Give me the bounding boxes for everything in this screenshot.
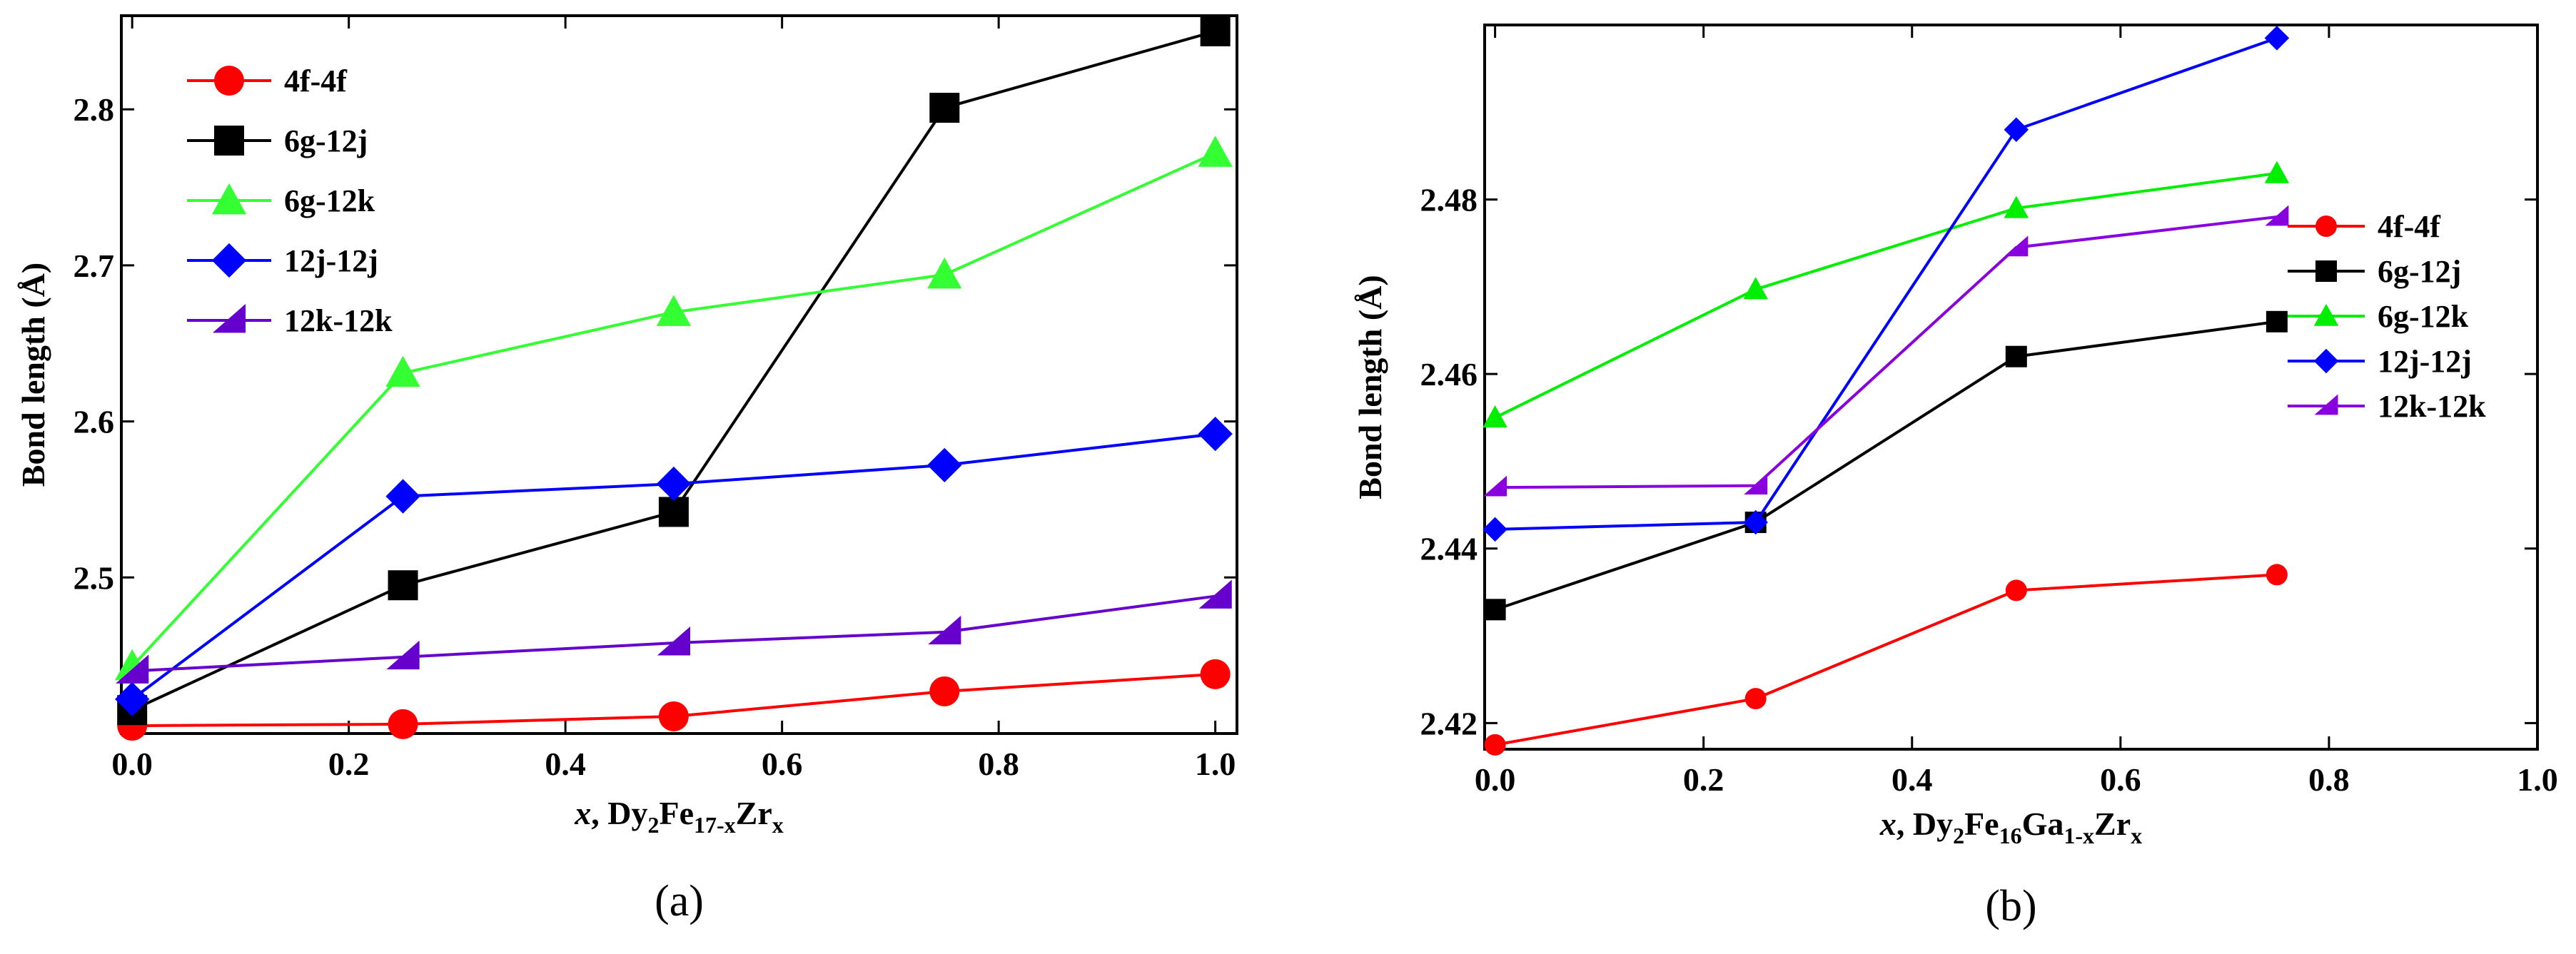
chart-a-xtick-label: 0.4	[545, 746, 586, 782]
chart-b-series-6g-12k-point	[1743, 277, 1768, 300]
chart-b-ytick-label: 2.44	[1420, 531, 1478, 567]
chart-a-legend-6g-12k-label: 6g-12k	[284, 183, 375, 218]
chart-b-series-4f-4f-point	[1484, 734, 1506, 756]
chart-b-series-6g-12k-line	[1494, 171, 2278, 420]
chart-b-series-6g-12k-point	[2004, 196, 2029, 218]
chart-a-series-12k-12k-point	[657, 626, 691, 656]
chart-a-legend-4f-4f-label: 4f-4f	[284, 64, 348, 98]
chart-b-legend-12j-12j-label: 12j-12j	[2378, 344, 2472, 379]
chart-b-series-6g-12j-point	[1484, 599, 1506, 621]
chart-b-ytick-label: 2.48	[1420, 182, 1478, 218]
chart-b-series-12j-12j-line	[1495, 36, 2278, 531]
chart-a-xlabel: x, Dy2Fe17-xZrx	[574, 795, 784, 838]
chart-a-series-12j-12j-point	[1198, 416, 1233, 452]
chart-b-panel-label: (b)	[1985, 882, 2036, 930]
chart-b-series-12j-12j-point	[1483, 517, 1507, 542]
chart-a-xtick-label: 0.0	[111, 746, 153, 782]
chart-a-series-4f-4f-point	[388, 709, 418, 739]
chart-a-series-12k-12k-point	[116, 654, 149, 684]
chart-b-series-6g-12k-point	[2264, 161, 2290, 183]
chart-a-legend-6g-12j-marker	[214, 126, 244, 156]
chart-b-xtick-label: 0.0	[1475, 761, 1516, 798]
chart-a-legend-12j-12j-label: 12j-12j	[284, 243, 378, 278]
chart-b-xtick-label: 1.0	[2517, 761, 2558, 798]
chart-a-series-6g-12k-point	[656, 295, 692, 326]
chart-a-ytick-label: 2.7	[74, 248, 115, 284]
chart-b-series-12k-12k-point	[1483, 475, 1507, 497]
chart-b-legend-6g-12j-marker	[2315, 260, 2337, 282]
chart-a-ytick-label: 2.6	[74, 404, 115, 440]
chart-b-series-6g-12k-point	[1483, 405, 1507, 428]
chart-b-xtick-label: 0.6	[2100, 761, 2141, 798]
chart-a-xtick-label: 0.2	[328, 746, 370, 782]
chart-a-series-6g-12j-point	[388, 570, 418, 601]
chart-a-xtick-label: 0.8	[978, 746, 1019, 782]
chart-b-ylabel: Bond length (Å)	[1352, 275, 1388, 499]
chart-a-series-6g-12k-point	[385, 355, 420, 387]
chart-b-series-12k-12k-point	[2004, 235, 2029, 257]
chart-b-legend-6g-12k-label: 6g-12k	[2378, 299, 2469, 334]
chart-b-series-4f-4f-point	[2266, 564, 2288, 586]
chart-b-series-4f-4f-point	[1744, 688, 1767, 710]
chart-b-series-12j-12j-point	[2264, 26, 2290, 51]
chart-b-legend-6g-12k-marker	[2313, 303, 2339, 326]
chart-b-series-6g-12j-line	[1494, 320, 2278, 612]
chart-a-xtick-label: 0.6	[762, 746, 803, 782]
chart-a-legend-12k-12k-label: 12k-12k	[284, 303, 393, 338]
chart-b-ytick-label: 2.42	[1420, 705, 1478, 741]
chart-b-series-12k-12k-point	[1744, 474, 1768, 495]
chart-b-ytick-label: 2.46	[1420, 356, 1478, 392]
chart-a-legend-12j-12j-marker	[211, 243, 247, 278]
chart-a-series-12j-12j-point	[927, 447, 962, 482]
chart-b-legend-4f-4f-marker	[2315, 215, 2337, 237]
chart-b-series-12j-12j-point	[1743, 509, 1768, 535]
chart-a-series-6g-12k-point	[1198, 136, 1233, 167]
chart-b-legend-12k-12k-marker	[2314, 394, 2338, 415]
chart-b-series-12k-12k-line	[1495, 215, 2278, 489]
chart-b-xtick-label: 0.2	[1683, 761, 1724, 798]
chart-b-xtick-label: 0.8	[2308, 761, 2350, 798]
chart-a-ytick-label: 2.8	[74, 91, 115, 128]
chart-a-ylabel: Bond length (Å)	[15, 263, 51, 487]
chart-a-series-4f-4f-point	[1200, 659, 1231, 689]
chart-b-legend-4f-4f-label: 4f-4f	[2378, 209, 2441, 244]
chart-b: 0.0 0.2 0.4 0.6 0.8 1.0 2.42 2.44 2.46 2.48 Bond l…	[1352, 24, 2558, 930]
chart-a-series-4f-4f-point	[658, 701, 689, 731]
chart-b-series-6g-12j-point	[2005, 345, 2027, 367]
chart-b-series-4f-4f-line	[1495, 573, 2278, 746]
chart-b-series-4f-4f-point	[2005, 579, 2027, 602]
chart-a-legend-4f-4f-marker	[214, 66, 244, 96]
chart-a-series-4f-4f-point	[929, 676, 960, 706]
chart-a-series-12j-12j-point	[115, 681, 150, 717]
chart-b-series-12j-12j-point	[2004, 117, 2029, 142]
chart-a-series-12j-12j-point	[385, 479, 420, 514]
chart-b-axes-frame	[1483, 24, 2539, 751]
chart-a-legend-6g-12j-label: 6g-12j	[284, 123, 368, 158]
chart-b-xtick-label: 0.4	[1891, 761, 1933, 798]
chart-a-series-12j-12j-point	[656, 466, 692, 502]
chart-a-series-6g-12j-point	[658, 497, 689, 527]
chart-a-series-12k-12k-point	[1198, 579, 1232, 609]
chart-b-xlabel: x, Dy2Fe16Ga1-xZrx	[1879, 806, 2142, 848]
chart-a-series-6g-12k-point	[927, 257, 962, 289]
chart-b-series-12k-12k-point	[2265, 205, 2289, 226]
chart-a-axes-frame	[120, 14, 1238, 735]
chart-b-series-6g-12j-point	[2266, 310, 2288, 333]
chart-a-panel-label: (a)	[655, 877, 704, 925]
chart-a: 0.0 0.2 0.4 0.6 0.8 1.0 2.5 2.6 2.7 2.8 Bond lengt…	[15, 14, 1238, 925]
chart-b-legend-12j-12j-marker	[2313, 348, 2339, 374]
chart-a-ytick-label: 2.5	[74, 559, 115, 596]
chart-a-series-12k-12k-point	[928, 615, 961, 645]
chart-a-series-6g-12j-point	[1200, 16, 1231, 46]
chart-a-series-6g-12k-line	[131, 151, 1216, 668]
chart-a-xtick-label: 1.0	[1195, 746, 1236, 782]
chart-b-legend-12k-12k-label: 12k-12k	[2378, 389, 2486, 424]
chart-a-legend-12k-12k-marker	[212, 303, 246, 333]
chart-a-series-6g-12j-point	[929, 93, 960, 123]
chart-a-legend-6g-12k-marker	[211, 183, 247, 215]
chart-b-legend-6g-12j-label: 6g-12j	[2378, 254, 2461, 289]
chart-a-series-12k-12k-point	[386, 640, 420, 670]
